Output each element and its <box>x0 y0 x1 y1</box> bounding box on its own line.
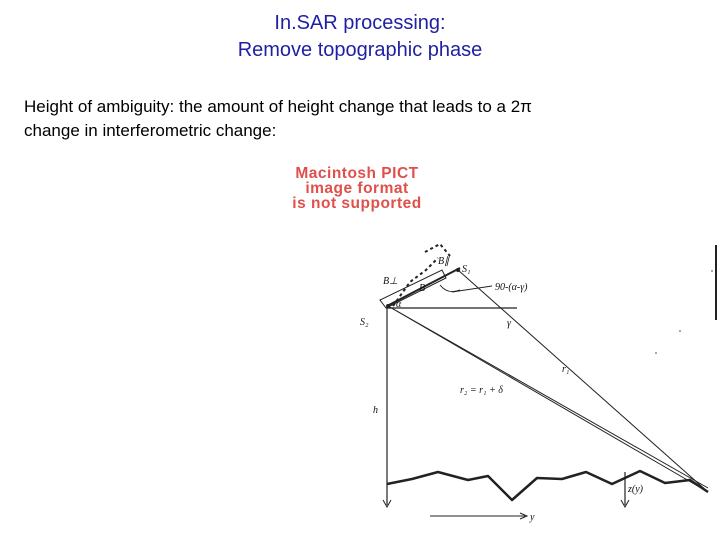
terrain-profile <box>386 469 709 502</box>
zy-arrow <box>620 499 630 509</box>
definition-line-2: change in interferometric change: <box>24 121 277 140</box>
label-r2: r₂ = r₁ + δ <box>460 385 503 396</box>
slide-title: In.SAR processing: Remove topographic ph… <box>0 10 720 64</box>
label-h: h <box>373 405 378 416</box>
angle-leader <box>451 285 493 293</box>
label-alpha: α <box>396 299 402 310</box>
pict-line-2: image format <box>305 180 409 197</box>
y-axis-arrow <box>519 512 529 520</box>
definition-text: Height of ambiguity: the amount of heigh… <box>24 95 704 143</box>
pict-line-1: Macintosh PICT <box>295 165 419 182</box>
ray-r1 <box>457 269 709 493</box>
b-parallel-dashed <box>424 242 451 257</box>
title-line-1: In.SAR processing: <box>274 12 446 34</box>
title-line-2: Remove topographic phase <box>237 39 483 61</box>
label-b-perp: B⊥ <box>383 276 398 287</box>
definition-line-1: Height of ambiguity: the amount of heigh… <box>24 97 532 116</box>
angle-arc <box>439 284 461 293</box>
label-gamma: γ <box>507 318 512 329</box>
label-r1: r₁ <box>562 364 569 375</box>
baseline-frame <box>379 269 447 309</box>
ray-parallel <box>387 305 709 489</box>
label-b-parallel: B∥ <box>438 256 450 267</box>
h-axis-arrow <box>382 499 392 509</box>
baseline-B <box>386 267 461 307</box>
label-b: B <box>419 283 425 294</box>
label-zy: z(y) <box>627 484 644 495</box>
label-y: y <box>529 512 535 523</box>
pict-line-3: is not supported <box>292 195 422 212</box>
label-s2: S₂ <box>360 317 369 328</box>
label-s1: S₁ <box>462 264 470 275</box>
b-perp-dashed <box>392 257 439 307</box>
unsupported-image-placeholder: Macintosh PICT image format is not suppo… <box>246 165 468 212</box>
ray-r2 <box>387 305 709 493</box>
label-angle: 90-(α-γ) <box>495 282 528 293</box>
